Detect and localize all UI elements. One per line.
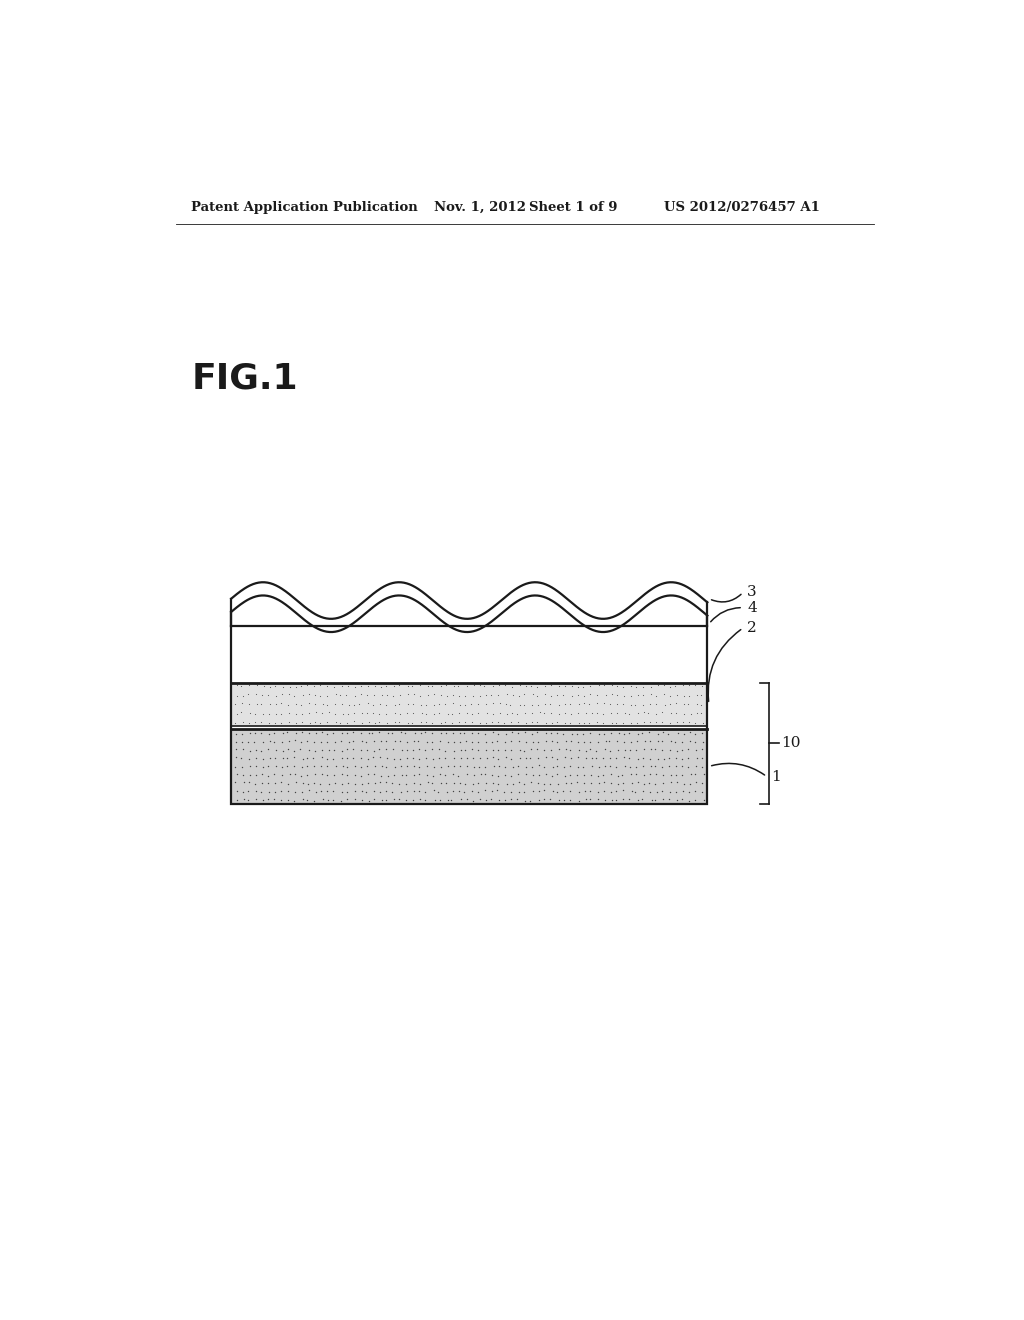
Text: Nov. 1, 2012: Nov. 1, 2012 bbox=[433, 201, 525, 214]
Text: 10: 10 bbox=[781, 737, 801, 750]
Text: Patent Application Publication: Patent Application Publication bbox=[191, 201, 418, 214]
Bar bbox=[231, 729, 708, 804]
Bar bbox=[231, 682, 708, 726]
Bar bbox=[231, 626, 708, 804]
Text: 2: 2 bbox=[748, 620, 757, 635]
Text: Sheet 1 of 9: Sheet 1 of 9 bbox=[528, 201, 617, 214]
Text: 3: 3 bbox=[748, 585, 757, 599]
Text: FIG.1: FIG.1 bbox=[191, 362, 298, 396]
Text: 4: 4 bbox=[748, 601, 757, 615]
Bar bbox=[231, 626, 708, 682]
Text: US 2012/0276457 A1: US 2012/0276457 A1 bbox=[664, 201, 819, 214]
Text: 1: 1 bbox=[771, 770, 780, 784]
